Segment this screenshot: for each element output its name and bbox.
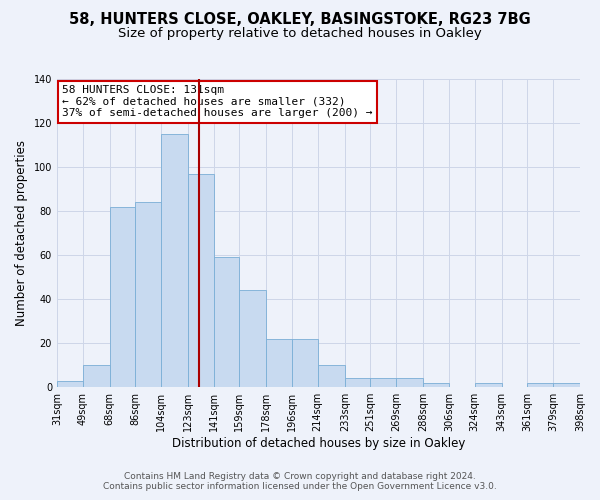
Bar	[423, 383, 449, 387]
Text: Contains HM Land Registry data © Crown copyright and database right 2024.: Contains HM Land Registry data © Crown c…	[124, 472, 476, 481]
Bar	[475, 383, 502, 387]
Bar	[83, 365, 110, 387]
Text: 58, HUNTERS CLOSE, OAKLEY, BASINGSTOKE, RG23 7BG: 58, HUNTERS CLOSE, OAKLEY, BASINGSTOKE, …	[69, 12, 531, 28]
X-axis label: Distribution of detached houses by size in Oakley: Distribution of detached houses by size …	[172, 437, 465, 450]
Bar	[110, 206, 136, 387]
Text: Contains public sector information licensed under the Open Government Licence v3: Contains public sector information licen…	[103, 482, 497, 491]
Bar	[239, 290, 266, 387]
Text: 58 HUNTERS CLOSE: 131sqm
← 62% of detached houses are smaller (332)
37% of semi-: 58 HUNTERS CLOSE: 131sqm ← 62% of detach…	[62, 85, 373, 118]
Bar	[214, 258, 239, 387]
Bar	[527, 383, 553, 387]
Bar	[370, 378, 396, 387]
Bar	[266, 339, 292, 387]
Bar	[318, 365, 345, 387]
Bar	[292, 339, 318, 387]
Bar	[553, 383, 580, 387]
Bar	[57, 380, 83, 387]
Bar	[345, 378, 370, 387]
Y-axis label: Number of detached properties: Number of detached properties	[15, 140, 28, 326]
Bar	[188, 174, 214, 387]
Text: Size of property relative to detached houses in Oakley: Size of property relative to detached ho…	[118, 28, 482, 40]
Bar	[136, 202, 161, 387]
Bar	[161, 134, 188, 387]
Bar	[396, 378, 423, 387]
